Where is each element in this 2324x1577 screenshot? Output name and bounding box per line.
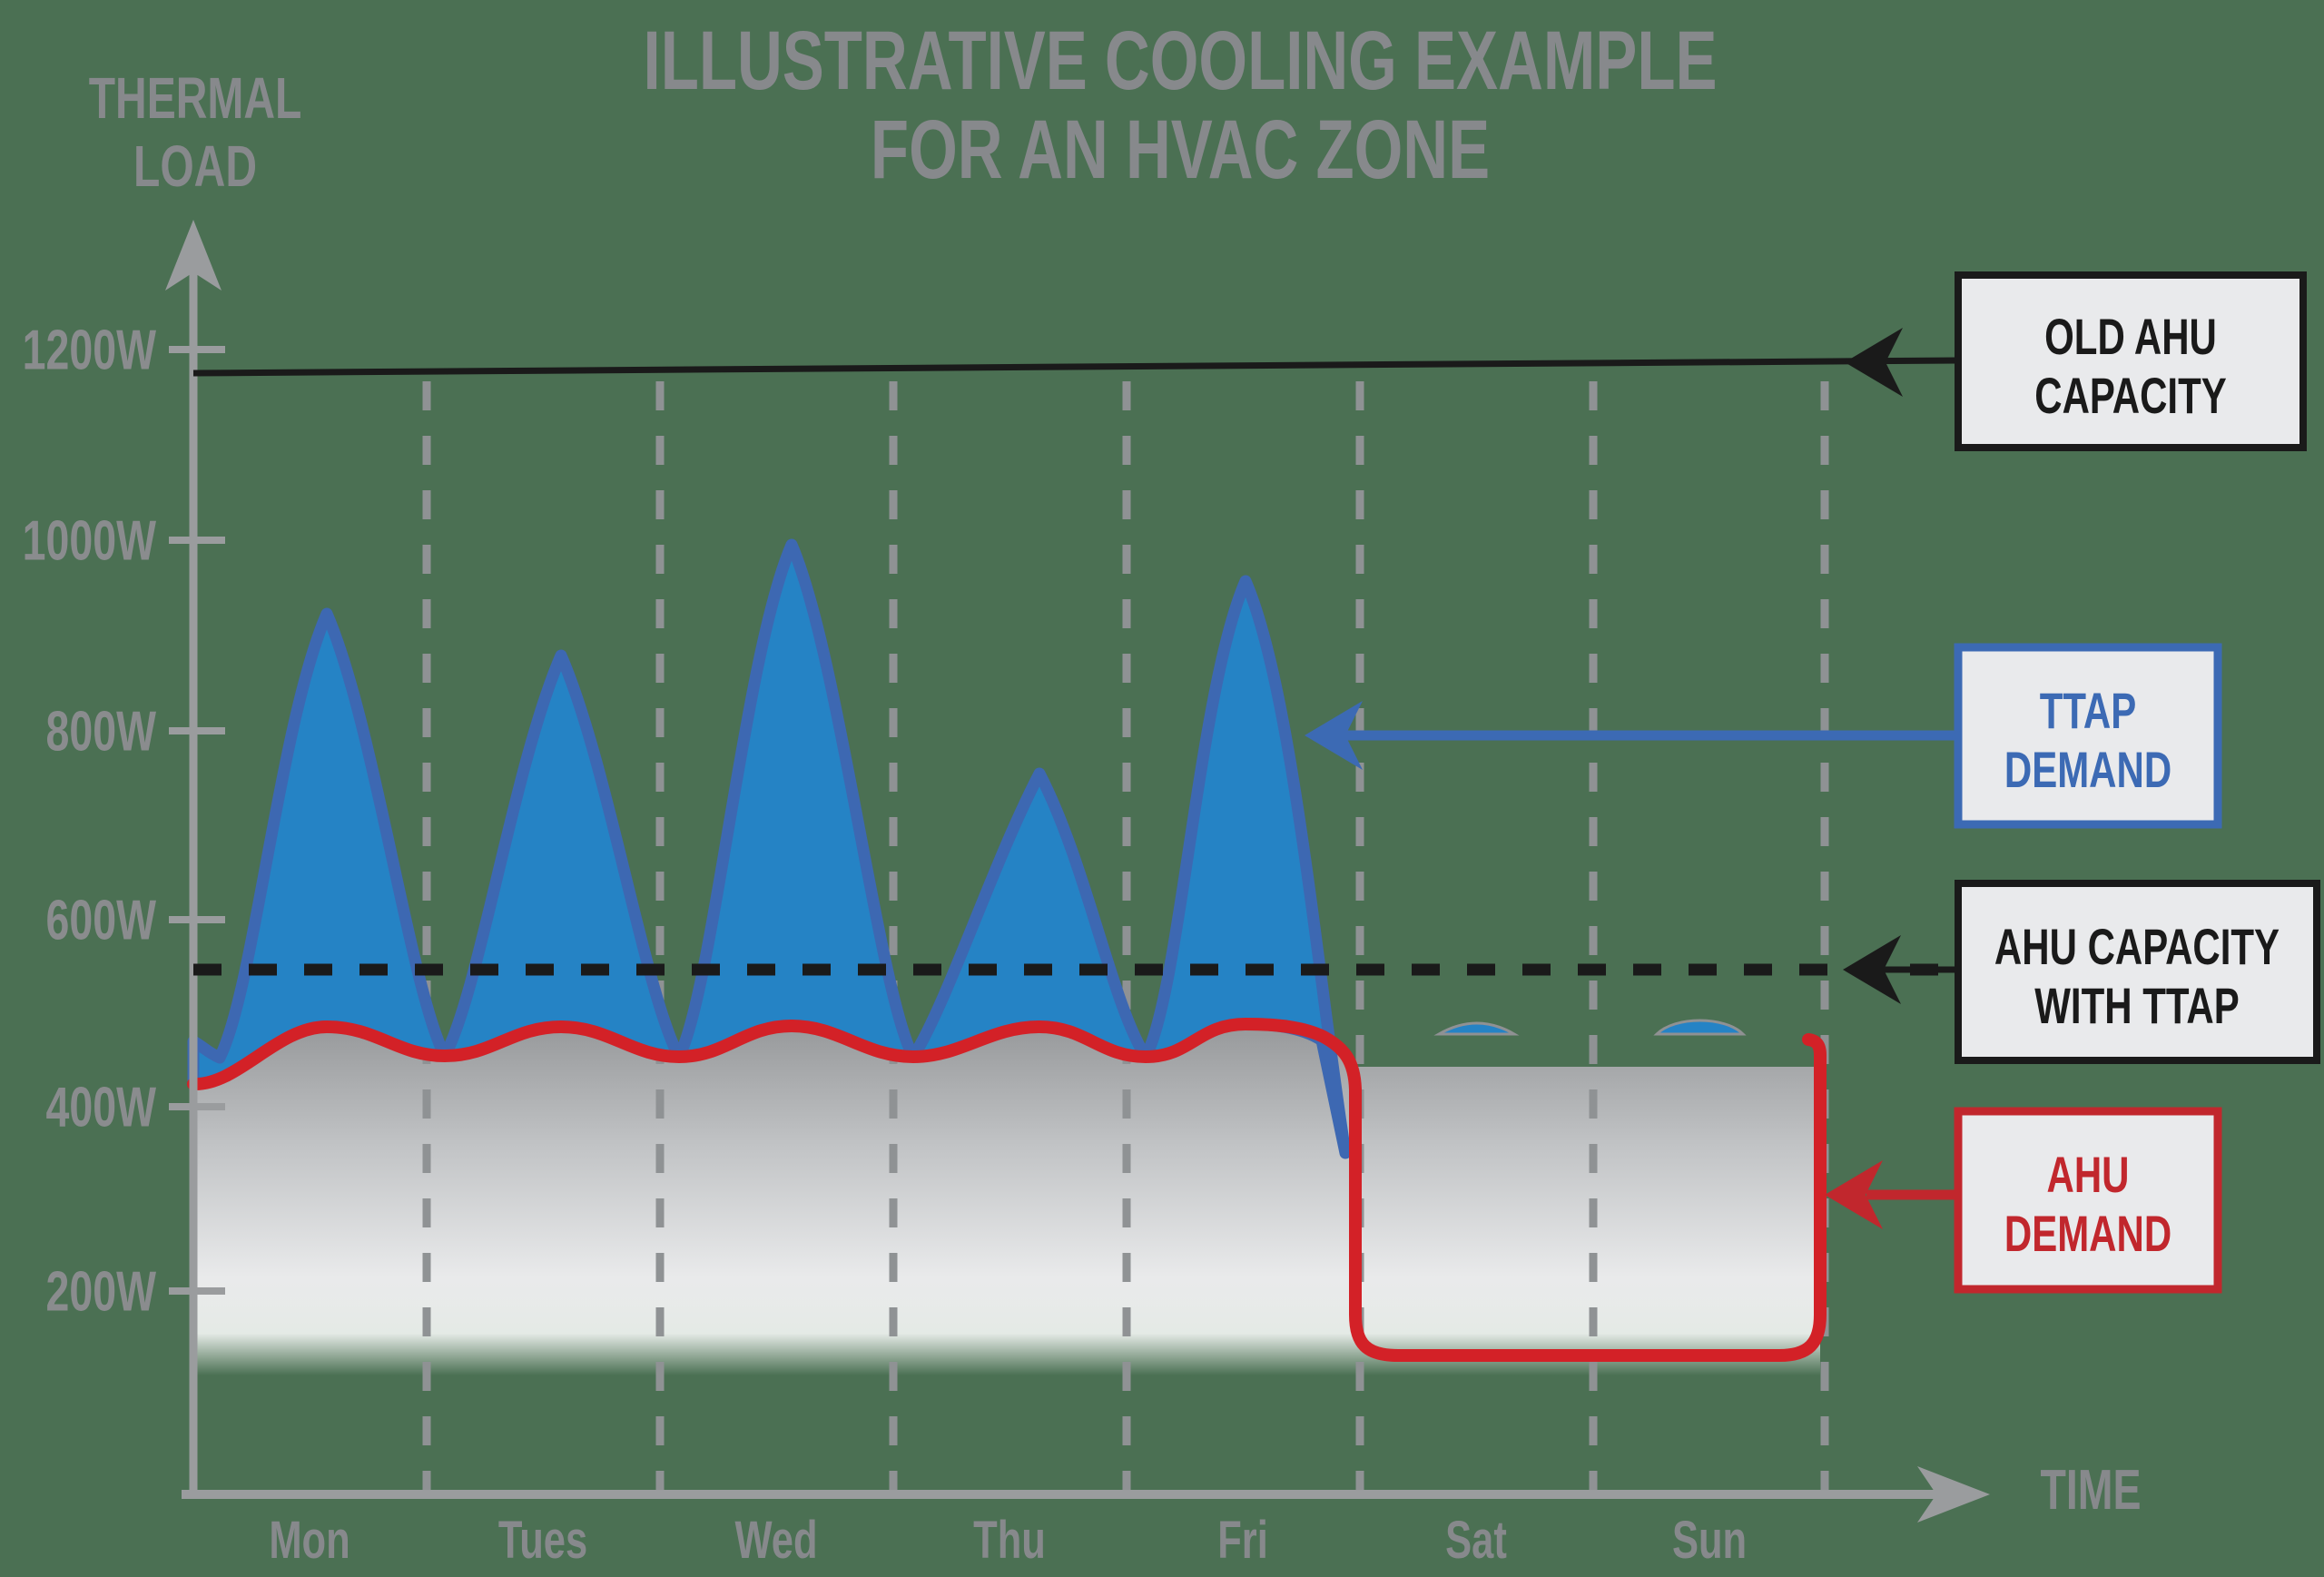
ahu-demand-label-line1: AHU: [2047, 1147, 2130, 1203]
ttap-demand-label-line2: DEMAND: [2004, 742, 2171, 798]
day-label-thu: Thu: [973, 1511, 1046, 1569]
y-axis-title-line2: LOAD: [133, 133, 257, 198]
ttap-demand-box: [1954, 643, 2222, 829]
ahu-demand-box: [1954, 1107, 2222, 1294]
ttap-demand-callout: TTAP DEMAND: [1954, 643, 2222, 829]
day-label-sat: Sat: [1445, 1511, 1507, 1569]
ahu-demand-callout: AHU DEMAND: [1954, 1107, 2222, 1294]
old-ahu-capacity-box: [1955, 271, 2307, 451]
y-tick-label-1200w: 1200W: [23, 318, 157, 381]
chart-title-line2: FOR AN HVAC ZONE: [871, 103, 1490, 196]
day-label-mon: Mon: [269, 1511, 350, 1569]
ttap-weekend-bump-sat: [1433, 1021, 1520, 1036]
old-ahu-capacity-callout: OLD AHU CAPACITY: [1955, 271, 2307, 451]
day-label-wed: Wed: [734, 1511, 817, 1569]
old-ahu-capacity-label-line1: OLD AHU: [2044, 309, 2217, 365]
chart-title-line1: ILLUSTRATIVE COOLING EXAMPLE: [644, 14, 1718, 107]
y-tick-label-800w: 800W: [46, 699, 157, 763]
y-tick-labels: 1200W 1000W 800W 600W 400W 200W: [23, 318, 157, 1323]
x-axis-arrow-icon: [1917, 1466, 1990, 1523]
day-label-tues: Tues: [498, 1511, 587, 1569]
y-tick-label-200w: 200W: [46, 1259, 157, 1323]
y-tick-label-1000w: 1000W: [23, 508, 157, 572]
ahu-demand-area: [193, 1024, 1820, 1403]
ahu-capacity-with-ttap-box: [1955, 880, 2320, 1064]
y-axis-ticks: [169, 346, 225, 1295]
old-ahu-capacity-line: [192, 357, 1959, 377]
old-ahu-capacity-label-line2: CAPACITY: [2034, 368, 2227, 424]
ahu-capacity-with-ttap-label-line2: WITH TTAP: [2034, 978, 2239, 1034]
ttap-weekend-bump-sun: [1653, 1019, 1747, 1036]
ttap-demand-label-line1: TTAP: [2040, 683, 2137, 739]
y-axis-arrow-icon: [165, 220, 222, 291]
old-ahu-capacity-arrow-icon: [1845, 328, 1903, 397]
ahu-capacity-with-ttap-arrow-icon: [1843, 935, 1901, 1004]
day-labels: Mon Tues Wed Thu Fri Sat Sun: [269, 1511, 1747, 1569]
y-tick-label-400w: 400W: [46, 1075, 157, 1138]
ahu-capacity-with-ttap-label-line1: AHU CAPACITY: [1994, 919, 2280, 975]
ahu-capacity-with-ttap-callout: AHU CAPACITY WITH TTAP: [1955, 880, 2320, 1064]
ttap-demand-arrow-icon: [1305, 701, 1363, 770]
y-axis-title-line1: THERMAL: [89, 65, 302, 130]
x-axis-title: TIME: [2040, 1457, 2141, 1521]
ahu-demand-curve: [187, 1018, 1827, 1362]
y-tick-label-600w: 600W: [46, 888, 157, 951]
ahu-demand-label-line2: DEMAND: [2004, 1206, 2171, 1262]
ahu-demand-arrow-icon: [1825, 1160, 1883, 1229]
axes: [165, 220, 1990, 1523]
day-label-sun: Sun: [1672, 1511, 1747, 1569]
day-label-fri: Fri: [1217, 1511, 1268, 1569]
